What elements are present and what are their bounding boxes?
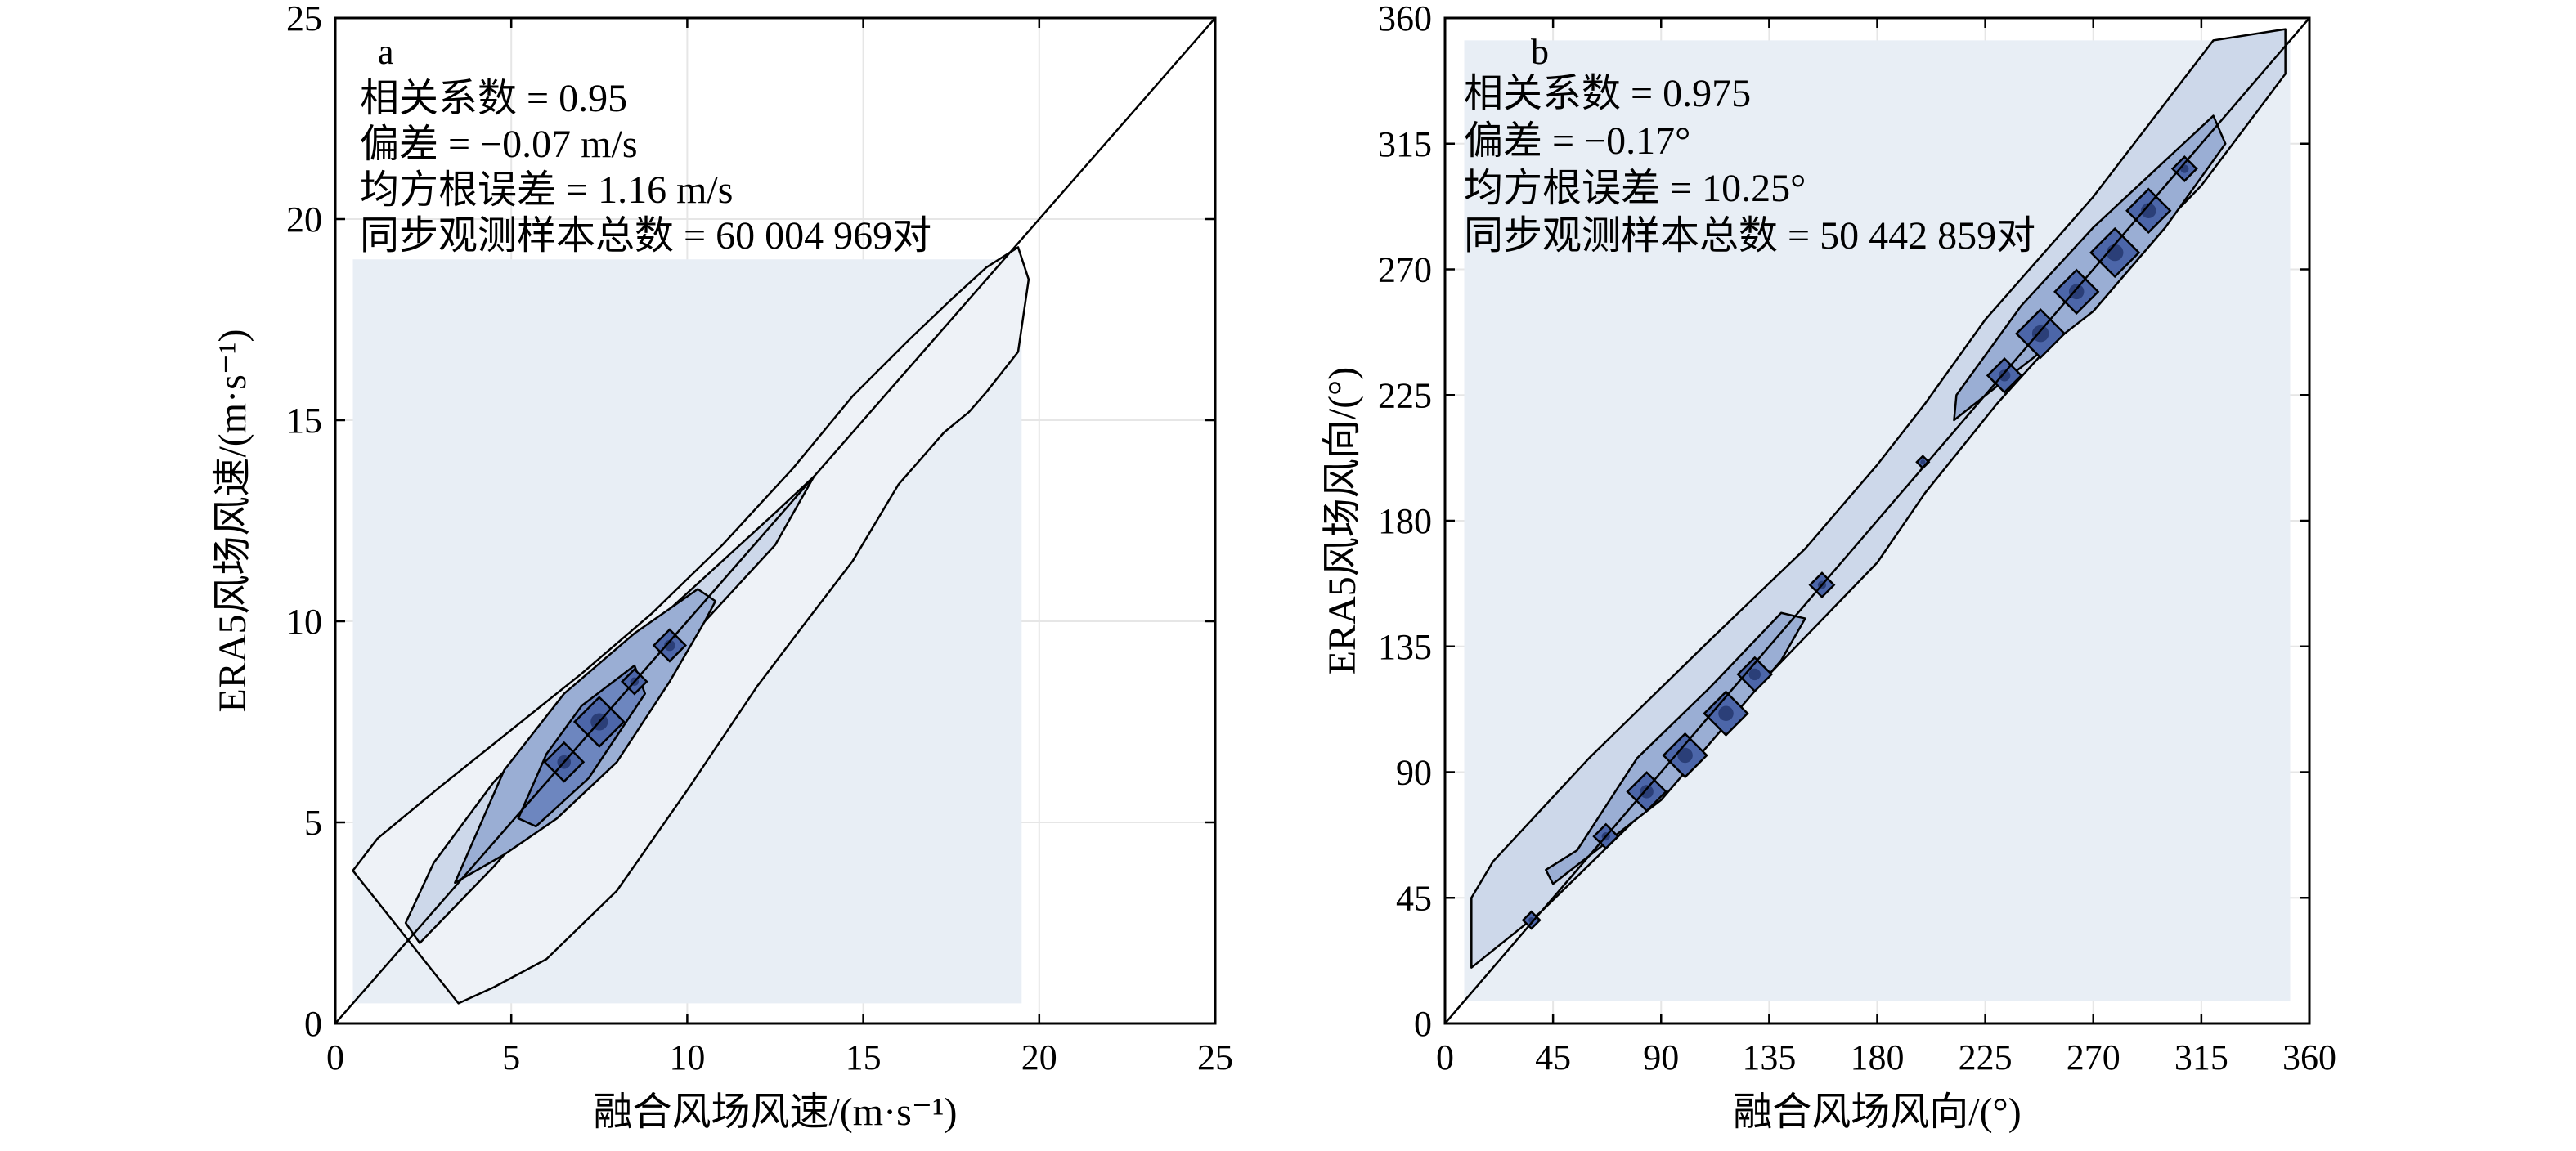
x-tick-label: 360 <box>2282 1037 2336 1077</box>
contour-level-3 <box>1953 114 2227 422</box>
y-tick-label: 0 <box>304 1004 322 1044</box>
x-axis-label: 融合风场风向/(°) <box>1733 1091 2022 1134</box>
y-tick-label: 90 <box>1396 753 1432 793</box>
contour-peak-center <box>1920 459 1926 465</box>
y-axis-label: ERA5风场风向/(°) <box>1321 367 1364 675</box>
stat-annotation: 偏差 = −0.17° <box>1464 119 1690 163</box>
x-tick-label: 25 <box>1197 1037 1233 1077</box>
panel-letter: a <box>378 32 394 72</box>
contour-peak-center <box>1998 369 2011 382</box>
reference-line <box>1445 18 2309 1023</box>
x-tick-label: 20 <box>1021 1037 1057 1077</box>
reference-line <box>335 18 1215 1023</box>
x-tick-label: 225 <box>1959 1037 2013 1077</box>
y-tick-label: 10 <box>286 602 322 642</box>
stat-annotation: 均方根误差 = 1.16 m/s <box>360 168 733 212</box>
y-tick-label: 225 <box>1378 375 1432 415</box>
contour-peak-center <box>1677 747 1693 764</box>
y-tick-label: 315 <box>1378 124 1432 164</box>
x-tick-label: 90 <box>1643 1037 1679 1077</box>
y-tick-label: 270 <box>1378 250 1432 290</box>
y-tick-label: 0 <box>1414 1004 1432 1044</box>
axes-frame <box>334 16 1217 1025</box>
plot-area <box>1445 18 2309 1023</box>
y-tick-label: 180 <box>1378 501 1432 541</box>
y-axis-label: ERA5风场风速/(m·s⁻¹) <box>211 329 254 712</box>
stat-annotation: 偏差 = −0.07 m/s <box>360 123 638 166</box>
panel-b: 0 45 90 135 180 225 270 315 360 0 45 90 135 180 225 270… <box>1321 0 2336 1134</box>
y-tick-label: 5 <box>304 803 322 843</box>
stat-annotation: 相关系数 = 0.95 <box>360 77 627 120</box>
contour-peak-center <box>2068 284 2085 300</box>
stat-annotation: 相关系数 = 0.975 <box>1464 72 1751 115</box>
panel-letter: b <box>1531 32 1549 72</box>
y-tick-label: 20 <box>286 199 322 240</box>
x-tick-label: 315 <box>2174 1037 2228 1077</box>
x-tick-label: 0 <box>326 1037 344 1077</box>
stat-annotation: 均方根误差 = 10.25° <box>1464 167 1806 210</box>
y-tick-label: 45 <box>1396 878 1432 918</box>
y-tick-label: 25 <box>286 0 322 38</box>
contour-peak-center <box>664 639 675 652</box>
x-tick-label: 135 <box>1742 1037 1796 1077</box>
contour-peak-center <box>1748 668 1761 681</box>
panel-a: 0 5 10 15 20 25 0 5 10 15 20 25 融合风场风速/(m·s⁻¹) ERA5风场… <box>211 0 1233 1134</box>
x-axis-label: 融合风场风速/(m·s⁻¹) <box>593 1091 957 1134</box>
x-tick-label: 0 <box>1436 1037 1454 1077</box>
x-tick-label: 15 <box>846 1037 882 1077</box>
x-tick-label: 5 <box>502 1037 520 1077</box>
contour-peak-center <box>1640 785 1654 799</box>
y-tick-label: 135 <box>1378 627 1432 667</box>
x-tick-label: 45 <box>1535 1037 1571 1077</box>
plot-area <box>335 18 1215 1023</box>
y-tick-label: 360 <box>1378 0 1432 38</box>
contour-peak-center <box>2141 203 2156 218</box>
x-tick-label: 180 <box>1851 1037 1905 1077</box>
stat-annotation: 同步观测样本总数 = 50 442 859对 <box>1464 214 2035 258</box>
stat-annotation: 同步观测样本总数 = 60 004 969对 <box>360 214 931 258</box>
x-tick-label: 10 <box>669 1037 705 1077</box>
x-tick-label: 270 <box>2067 1037 2120 1077</box>
contour-peak-center <box>1718 705 1734 721</box>
y-tick-label: 15 <box>286 401 322 441</box>
contour-peak-center <box>2031 325 2049 343</box>
